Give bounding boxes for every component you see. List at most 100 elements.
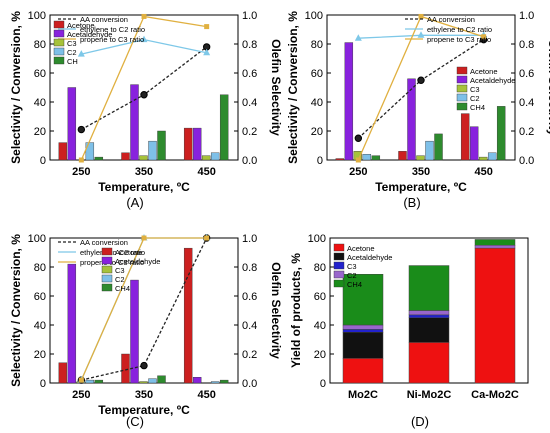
y-tick-label: 100 [28, 233, 46, 245]
line-legend-label: propene to C3 ratio [427, 35, 491, 44]
bar-c3 [478, 156, 488, 161]
stacked-bar-segment [342, 332, 384, 359]
bar-acetone [398, 151, 407, 161]
bar-legend-label: C3 [67, 39, 77, 48]
y-tick-label: 20 [314, 349, 326, 361]
bar-legend-label: CH4 [347, 280, 362, 289]
y-tick-label: 100 [308, 233, 326, 245]
line-aa_conversion [81, 237, 208, 381]
bar-legend-swatch [456, 66, 468, 75]
bar-legend-swatch [333, 270, 345, 279]
bar-c3 [139, 155, 148, 161]
bar-c2 [210, 381, 220, 384]
bar-ch4 [157, 130, 166, 161]
bar-acetone [121, 152, 130, 161]
bar-legend-label: Acetaldehyde [470, 76, 515, 85]
line-point [417, 31, 425, 38]
bar-legend-label: C2 [67, 48, 77, 57]
stacked-bar-segment [342, 324, 384, 330]
bar-acetone [335, 158, 345, 161]
x-tick-label: 450 [197, 166, 215, 178]
line-legend-label: ethylene to C2 ratio [80, 25, 145, 34]
bar-c3 [416, 155, 425, 161]
bar-legend-label: CH4 [470, 103, 485, 112]
bar-c2 [148, 378, 157, 384]
x-tick-label: 350 [135, 166, 153, 178]
stacked-bar-segment [474, 247, 516, 384]
bar-legend-label: C2 [347, 271, 357, 280]
bar-legend-swatch [456, 102, 468, 111]
y-tick-label: 80 [34, 262, 46, 274]
bar-legend-label: C2 [470, 94, 480, 103]
line-point [418, 13, 424, 19]
bar-legend-swatch [101, 274, 113, 283]
bar-legend-swatch [333, 252, 345, 261]
line-point [355, 157, 361, 163]
line-point [77, 125, 86, 134]
bar-acetaldehyde [67, 87, 77, 161]
y-tick-label: 20 [34, 126, 46, 138]
bar-c2 [487, 152, 497, 161]
panel-a-chart: 0 20 40 60 80 100 0.0 0.2 0.4 0.6 0.8 1.0 250 350 450 T… [9, 10, 283, 194]
y-tick-label: 60 [314, 291, 326, 303]
y-tick-label: 0 [40, 378, 46, 390]
y-tick-label: 60 [34, 291, 46, 303]
y2-tick-label: 0.4 [519, 97, 534, 109]
stacked-bar-segment [342, 358, 384, 384]
y2-tick-label: 0.6 [519, 68, 534, 80]
bar-legend-label: C3 [470, 85, 480, 94]
x-tick-label: 350 [412, 166, 430, 178]
bar-acetaldehyde [192, 127, 202, 161]
stacked-bar-segment [408, 310, 450, 316]
y-tick-label: 80 [34, 39, 46, 51]
bar-legend-label: Acetone [470, 67, 498, 76]
bar-legend-swatch [101, 247, 113, 256]
stacked-bar-segment [474, 245, 516, 249]
bar-acetone [460, 113, 470, 161]
y-axis-label: Selectivity / Conversion, % [9, 234, 23, 387]
bar-ch4 [434, 133, 443, 161]
bar-legend-swatch [456, 84, 468, 93]
bar-acetaldehyde [407, 78, 416, 161]
bar-c2 [148, 140, 157, 161]
y2-axis-label: Olefin Selectivity [546, 39, 550, 136]
bar-legend-label: C2 [115, 275, 125, 284]
bar-c3 [139, 381, 148, 384]
stacked-bar-segment [408, 317, 450, 343]
stacked-bar-segment [408, 342, 450, 384]
bar-legend-swatch [333, 279, 345, 288]
y-tick-label: 0 [320, 378, 326, 390]
panel-d-chart: 0 20 40 60 80 100 Mo2C Ni-Mo2C Ca-Mo2C Yield of p… [289, 233, 529, 401]
line-point [354, 134, 363, 142]
line-point [77, 50, 85, 57]
bar-acetone [121, 353, 130, 384]
line-point [354, 34, 362, 41]
bar-c3 [201, 155, 211, 161]
bar-acetaldehyde [130, 84, 139, 161]
y2-tick-label: 1.0 [519, 10, 534, 22]
y-tick-label: 80 [311, 39, 323, 51]
y-tick-label: 40 [314, 320, 326, 332]
x-tick-label: 450 [197, 389, 215, 401]
panel-caption-b: (B) [403, 195, 420, 210]
x-tick-label: 350 [135, 389, 153, 401]
y2-axis-label: Olefin Selectivity [269, 39, 283, 136]
y-tick-label: 100 [28, 10, 46, 22]
x-tick-label: 450 [474, 166, 492, 178]
line-legend-label: AA conversion [80, 238, 128, 247]
y-tick-label: 0 [40, 155, 46, 167]
line-point [78, 157, 84, 163]
y-tick-label: 40 [34, 320, 46, 332]
x-tick-label: 250 [72, 166, 90, 178]
line-point [141, 13, 147, 19]
bar-legend-label: CH4 [115, 284, 130, 293]
bar-legend-label: CH [67, 57, 78, 66]
line-legend-label: ethylene to C2 ratio [80, 248, 145, 257]
bar-c2 [425, 140, 434, 161]
bar-ch4 [219, 94, 229, 161]
y2-tick-label: 0.4 [242, 97, 257, 109]
y2-tick-label: 1.0 [242, 10, 257, 22]
bar-acetone [58, 362, 68, 384]
y-axis-label: Selectivity / Conversion, % [286, 11, 300, 164]
x-tick-label: Mo2C [348, 389, 378, 401]
